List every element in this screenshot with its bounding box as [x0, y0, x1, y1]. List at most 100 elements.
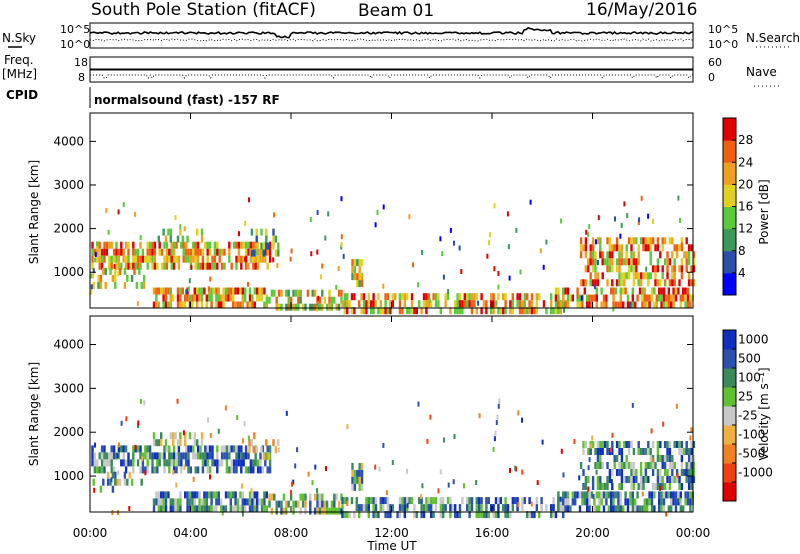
- data-cell: [165, 445, 169, 453]
- data-cell: [391, 460, 394, 465]
- data-cell: [268, 296, 271, 304]
- data-cell: [220, 445, 224, 453]
- data-cell: [272, 242, 275, 250]
- data-cell: [626, 505, 630, 513]
- data-cell: [117, 452, 121, 460]
- data-cell: [169, 505, 172, 513]
- data-cell: [144, 452, 147, 460]
- data-cell: [216, 466, 219, 474]
- data-cell: [684, 287, 687, 295]
- data-cell: [223, 262, 226, 270]
- data-cell: [110, 452, 113, 460]
- data-cell: [268, 493, 271, 501]
- date-title: 16/May/2016: [586, 0, 698, 20]
- data-cell: [356, 273, 359, 281]
- data-cell: [601, 448, 604, 455]
- data-cell: [576, 293, 579, 299]
- data-cell: [146, 248, 149, 256]
- data-cell: [225, 445, 229, 453]
- data-cell: [244, 466, 248, 474]
- data-cell: [666, 272, 669, 280]
- data-cell: [169, 498, 172, 506]
- data-cell: [144, 445, 147, 453]
- data-cell: [353, 293, 356, 301]
- data-cell: [204, 459, 207, 467]
- data-cell: [502, 307, 505, 315]
- data-cell: [615, 244, 619, 252]
- data-cell: [645, 266, 648, 272]
- data-cell: [554, 511, 558, 519]
- data-cell: [418, 300, 421, 308]
- data-cell: [200, 228, 204, 236]
- data-cell: [261, 255, 265, 263]
- data-cell: [661, 455, 664, 462]
- data-cell: [673, 272, 676, 280]
- data-cell: [146, 459, 149, 467]
- noise-left-tick-bottom: 10^0: [60, 38, 90, 51]
- data-cell: [439, 497, 442, 505]
- data-cell: [598, 505, 601, 513]
- data-cell: [132, 459, 135, 467]
- data-cell: [248, 505, 252, 513]
- data-cell: [530, 511, 534, 519]
- data-cell: [627, 476, 631, 483]
- data-cell: [591, 435, 594, 441]
- data-cell: [132, 241, 135, 249]
- data-cell: [618, 251, 621, 259]
- data-cell: [152, 301, 156, 309]
- data-cell: [125, 416, 128, 422]
- data-cell: [638, 505, 642, 513]
- noise-right-tick-bottom: 10^0: [708, 38, 738, 51]
- data-cell: [238, 231, 240, 237]
- data-cell: [582, 448, 585, 455]
- power-colorbar-label: Power [dB]: [757, 179, 771, 244]
- data-cell: [660, 498, 663, 506]
- data-cell: [413, 504, 416, 512]
- data-cell: [184, 459, 188, 467]
- data-cell: [90, 289, 93, 295]
- data-cell: [212, 491, 216, 499]
- data-cell: [661, 265, 664, 273]
- data-cell: [589, 279, 592, 287]
- data-cell: [623, 476, 626, 483]
- data-cell: [247, 281, 249, 287]
- data-cell: [620, 483, 624, 490]
- data-cell: [260, 446, 263, 454]
- data-cell: [632, 448, 636, 455]
- data-cell: [625, 441, 628, 448]
- data-cell: [198, 294, 201, 302]
- data-cell: [239, 301, 242, 309]
- data-cell: [492, 447, 495, 452]
- data-cell: [313, 303, 317, 311]
- data-cell: [370, 300, 373, 308]
- data-cell: [261, 445, 265, 453]
- data-cell: [415, 307, 418, 315]
- data-cell: [309, 507, 312, 515]
- data-cell: [644, 448, 648, 455]
- data-cell: [403, 511, 406, 519]
- data-cell: [495, 420, 498, 425]
- data-cell: [170, 255, 173, 263]
- data-cell: [346, 511, 349, 519]
- data-cell: [187, 445, 190, 453]
- data-cell: [342, 253, 345, 259]
- data-cell: [600, 498, 603, 506]
- data-cell: [163, 466, 166, 474]
- data-cell: [186, 498, 189, 506]
- data-cell: [350, 307, 354, 315]
- data-cell: [647, 441, 650, 448]
- data-cell: [248, 439, 251, 447]
- data-cell: [663, 237, 667, 245]
- data-cell: [168, 445, 171, 453]
- data-cell: [666, 251, 669, 259]
- data-cell: [680, 242, 683, 248]
- data-cell: [367, 300, 370, 308]
- data-cell: [297, 303, 300, 311]
- data-cell: [218, 248, 221, 256]
- data-cell: [337, 303, 341, 311]
- data-cell: [627, 448, 631, 455]
- data-cell: [255, 228, 258, 236]
- data-cell: [584, 441, 588, 448]
- data-cell: [346, 293, 349, 301]
- data-cell: [230, 445, 233, 453]
